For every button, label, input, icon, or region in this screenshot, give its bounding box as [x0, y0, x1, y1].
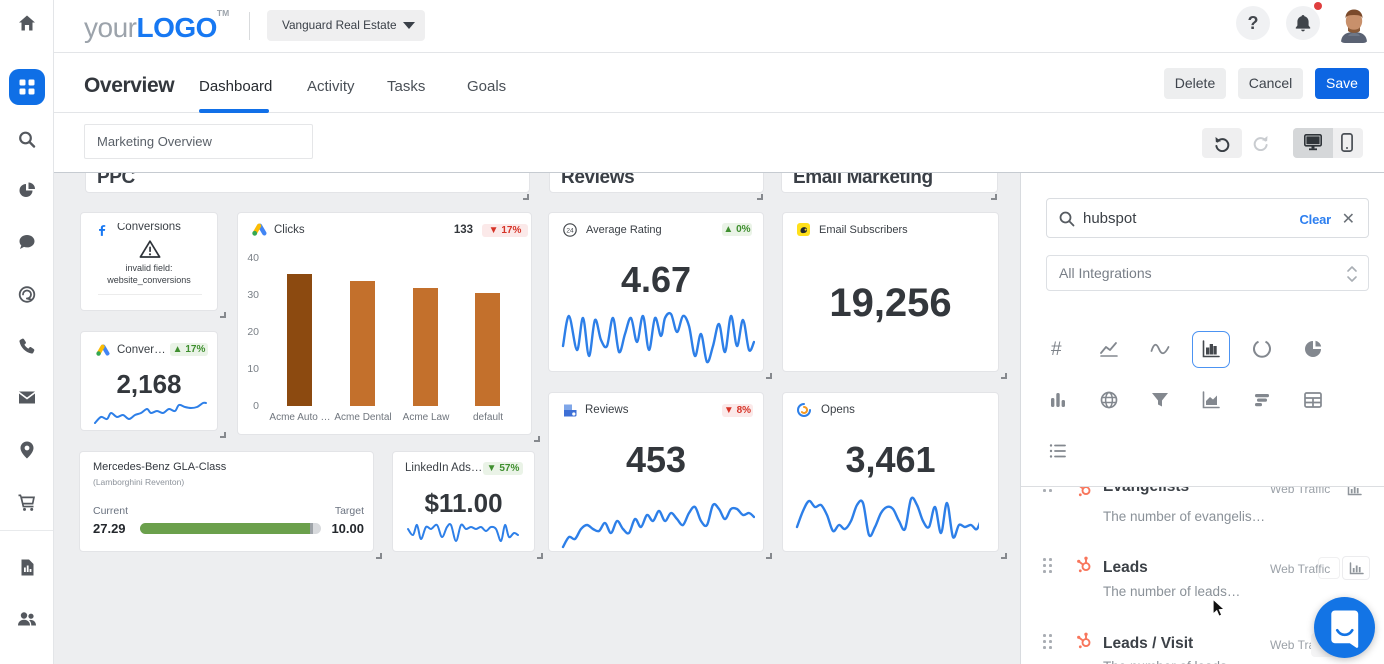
- svg-text:24: 24: [566, 227, 574, 234]
